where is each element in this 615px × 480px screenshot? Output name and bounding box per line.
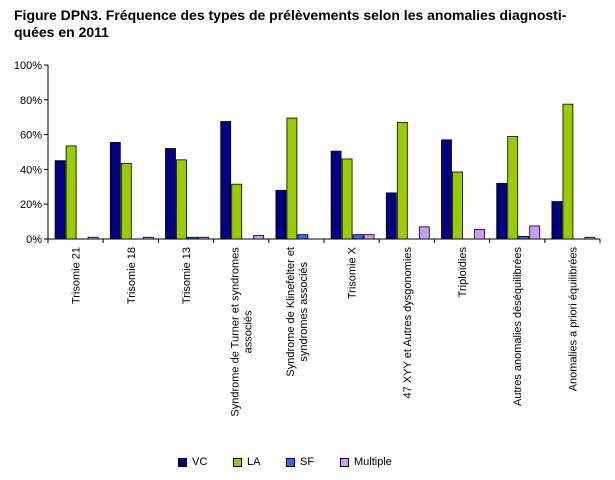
bar-sf [518,235,530,240]
legend-label: LA [247,456,261,468]
bar-multiple [584,236,596,240]
bar-vc [385,192,397,240]
chart-title-line-2: quées en 2011 [14,24,109,40]
legend-item-vc: VC [178,456,207,468]
legend-item-la: LA [233,456,260,468]
y-tick-label: 0% [26,234,42,246]
legend-swatch [286,457,295,467]
bar-multiple [529,225,541,240]
bar-vc [109,142,121,240]
legend-swatch [178,457,187,467]
bar-vc [165,148,176,240]
bar-multiple [253,235,265,240]
legend-label: Multiple [354,456,392,468]
y-tick-label: 80% [20,95,42,107]
category-label-line: Syndrome de Turner et syndromes [230,247,242,417]
legend-label: VC [192,456,208,468]
category-label-line: associés [243,310,255,353]
bar-chart: 0% 20% 40% 60% 80% 100% Trisomie 21 Trisomie 18… [14,60,601,417]
bar-vc [54,160,66,240]
y-tick-label: 100% [14,60,42,72]
bar-la [231,183,243,240]
bar-multiple [363,234,375,240]
bar-vc [330,150,342,240]
bar-multiple [87,236,99,240]
chart-legend: VC LA SF Multiple [0,456,615,472]
category-label: Trisomie 21 [71,247,83,304]
bar-la [176,159,187,240]
category-label: Trisomie X [347,246,359,299]
bar-la [396,122,408,240]
category-label: Anomalies a priori équilibrées [567,247,579,392]
bar-multiple [474,229,485,240]
category-label: Triploïdies [457,247,469,298]
legend-item-sf: SF [286,456,314,468]
bar-sf [297,234,309,240]
legend-swatch [233,457,242,467]
category-label: Trisomie 13 [181,247,193,304]
category-label-line: Syndrome de Klinefelter et [285,247,297,377]
y-tick-label: 20% [20,199,42,211]
chart-title-line-1: Figure DPN3. Fréquence des types de prél… [14,7,567,23]
category-label: 47 XYY et Autres dysgonomies [402,247,414,399]
bar-la [65,145,77,240]
bar-vc [441,139,452,240]
bar-la [507,135,519,240]
y-tick-label: 60% [20,130,42,142]
category-label: Syndrome de Turner et syndromesassociés [230,247,255,417]
bar-la [120,162,132,240]
legend-label: SF [300,456,315,468]
chart-title: Figure DPN3. Fréquence des types de prél… [14,7,610,41]
bar-la [286,117,298,240]
bar-sf [352,234,364,240]
bar-vc [275,189,287,240]
bar-la [452,171,463,240]
bar-multiple [198,236,209,240]
legend-swatch [340,457,349,467]
category-label: Trisomie 18 [126,247,138,304]
category-label: Syndrome de Klinefelter etsyndromes asso… [285,247,310,377]
y-tick-label: 40% [20,164,42,176]
bar-sf [187,236,198,240]
bar-vc [496,182,508,240]
bar-vc [551,201,563,240]
bar-multiple [142,236,154,240]
bar-la [341,158,353,240]
bar-vc [220,121,232,240]
bar-la [562,103,574,240]
category-label: Autres anomalies déséquilibrées [512,247,524,406]
legend-item-multiple: Multiple [340,456,392,468]
category-label-line: syndromes associés [298,261,310,361]
bar-multiple [418,226,430,240]
